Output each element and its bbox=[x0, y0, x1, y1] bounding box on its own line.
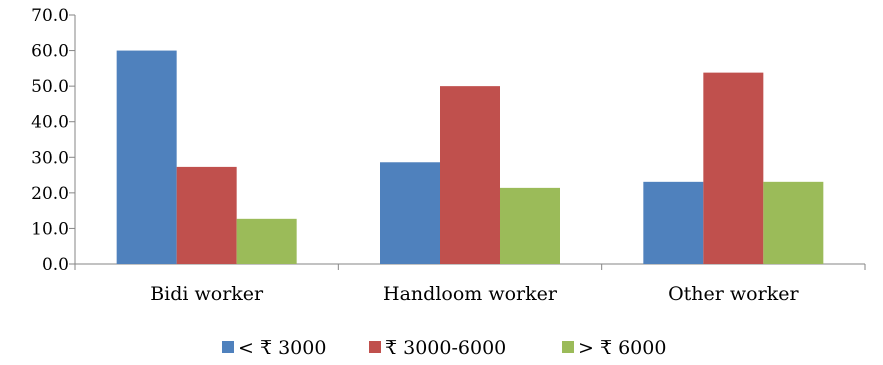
x-axis: Bidi worker Handloom worker Other worker bbox=[74, 263, 866, 305]
y-tick-label: 70.0 bbox=[31, 6, 69, 26]
legend-label: < ₹ 3000 bbox=[238, 337, 326, 359]
bar bbox=[643, 181, 704, 264]
legend-swatch bbox=[222, 341, 234, 353]
y-axis: 0.0 10.0 20.0 30.0 40.0 50.0 60.0 70.0 bbox=[31, 6, 76, 275]
x-category-label: Handloom worker bbox=[383, 283, 558, 305]
y-tick-label: 40.0 bbox=[31, 113, 69, 133]
legend-swatch bbox=[562, 341, 574, 353]
bar bbox=[236, 218, 297, 264]
x-category-label: Bidi worker bbox=[150, 283, 264, 305]
bar bbox=[703, 72, 764, 264]
legend: < ₹ 3000 ₹ 3000-6000 > ₹ 6000 bbox=[222, 337, 666, 359]
bar bbox=[116, 50, 177, 265]
bar bbox=[440, 86, 500, 265]
bar bbox=[763, 181, 824, 264]
bar bbox=[380, 162, 440, 264]
y-tick-label: 0.0 bbox=[42, 255, 69, 275]
legend-label: ₹ 3000-6000 bbox=[385, 337, 506, 359]
legend-swatch bbox=[369, 341, 381, 353]
x-category-label: Other worker bbox=[668, 283, 799, 305]
y-tick-label: 50.0 bbox=[31, 77, 69, 97]
y-tick-label: 30.0 bbox=[31, 148, 69, 168]
y-tick-label: 10.0 bbox=[31, 219, 69, 239]
bars bbox=[116, 50, 824, 265]
bar bbox=[176, 166, 237, 264]
y-tick-label: 20.0 bbox=[31, 184, 69, 204]
legend-label: > ₹ 6000 bbox=[578, 337, 666, 359]
bar bbox=[500, 187, 560, 264]
y-tick-label: 60.0 bbox=[31, 42, 69, 62]
